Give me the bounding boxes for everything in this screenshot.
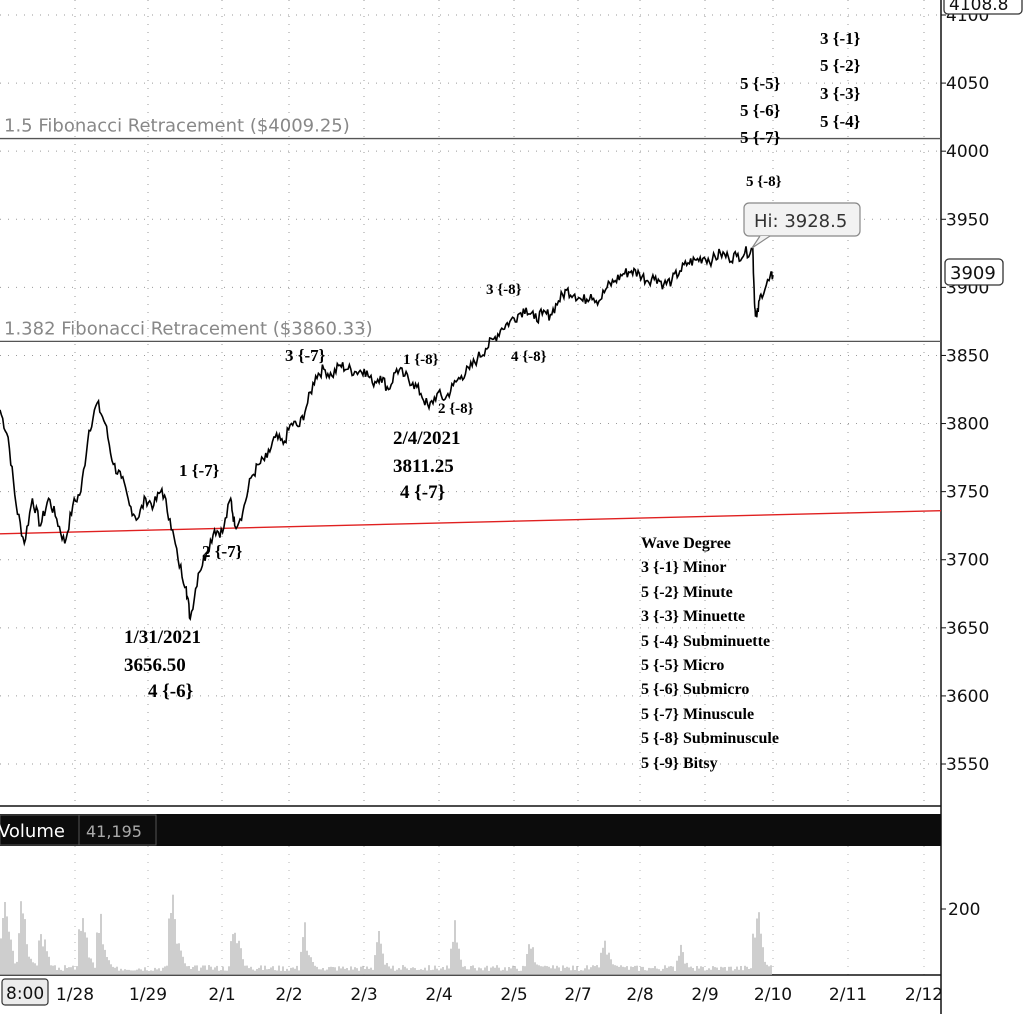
volume-panel: Volume 41,195 200: [0, 814, 980, 976]
anno-right-top-2: 5 {-2}: [820, 56, 861, 75]
plot-area: [0, 0, 941, 806]
anno-wave-1-8: 1 {-8}: [403, 352, 439, 368]
date-tick-3: 2/1: [208, 985, 235, 1005]
date-tick-2: 1/29: [129, 985, 167, 1005]
volume-bars: [0, 894, 772, 975]
date-tick-5: 2/3: [350, 985, 377, 1005]
fib-label-1.5: 1.5 Fibonacci Retracement ($4009.25): [4, 116, 350, 137]
anno-wave-4-8: 4 {-8}: [511, 349, 547, 365]
legend-item-7: 5 {-7} Minuscule: [641, 706, 754, 723]
anno-wave-3-8: 3 {-8}: [486, 282, 522, 298]
price-tick-3550: 3550: [946, 755, 989, 775]
anno-wave-2-8: 2 {-8}: [438, 401, 474, 417]
date-tick-0: 8:00: [6, 984, 44, 1004]
anno-date-1-31: 1/31/2021: [124, 627, 201, 648]
anno-right-top-4: 5 {-4}: [820, 112, 861, 131]
high-callout: Hi: 3928.5: [743, 202, 861, 249]
wave-degree-legend: Wave Degree 3 {-1} Minor 5 {-2} Minute 3…: [641, 535, 779, 772]
date-tick-6: 2/4: [425, 985, 452, 1005]
price-tick-3650: 3650: [946, 619, 989, 639]
legend-item-3: 3 {-3} Minuette: [641, 608, 745, 625]
grid: [0, 0, 941, 975]
anno-wave-3-7: 3 {-7}: [285, 346, 326, 365]
time-tag-box: [1, 978, 49, 1006]
date-tick-12: 2/11: [829, 985, 867, 1005]
price-tick-4050: 4050: [946, 74, 989, 94]
date-tick-13: 2/12: [905, 985, 943, 1005]
last-price-text: 3909: [950, 263, 996, 284]
date-axis: 8:00 1/28 1/29 2/1 2/2 2/3 2/4 2/5 2/7 2/8 2/9 2/10…: [1, 978, 943, 1006]
volume-header: [0, 814, 941, 846]
volume-tick-200: 200: [948, 900, 980, 920]
volume-label: Volume: [0, 821, 65, 842]
anno-right-top-1: 3 {-1}: [820, 29, 861, 48]
price-series-line: [0, 246, 774, 622]
price-tick-4000: 4000: [946, 142, 989, 162]
anno-date-2-4: 2/4/2021: [393, 428, 461, 449]
date-tick-7: 2/5: [500, 985, 527, 1005]
wave-annotations: 3 {-1} 5 {-2} 3 {-3} 5 {-4} 5 {-5} 5 {-6…: [124, 29, 861, 702]
anno-right-low: 5 {-8}: [746, 174, 782, 190]
legend-title: Wave Degree: [641, 535, 731, 552]
anno-price-1-31: 3656.50: [124, 655, 186, 676]
high-callout-text: Hi: 3928.5: [754, 211, 847, 232]
top-price-tag: 4108.8: [943, 0, 1023, 15]
legend-item-4: 5 {-4} Subminuette: [641, 633, 770, 650]
anno-right-mid-3: 5 {-7}: [740, 128, 781, 147]
price-tick-3750: 3750: [946, 483, 989, 503]
date-tick-1: 1/28: [56, 985, 94, 1005]
anno-right-mid-1: 5 {-5}: [740, 74, 781, 93]
price-tick-3700: 3700: [946, 551, 989, 571]
legend-item-8: 5 {-8} Subminuscule: [641, 730, 779, 747]
date-tick-4: 2/2: [275, 985, 302, 1005]
volume-label-box: [0, 814, 157, 846]
price-tick-3950: 3950: [946, 210, 989, 230]
anno-wave-1-7: 1 {-7}: [179, 461, 220, 480]
fibonacci-lines: 1.5 Fibonacci Retracement ($4009.25) 1.3…: [0, 116, 941, 343]
anno-price-2-4: 3811.25: [393, 456, 454, 477]
volume-value: 41,195: [86, 822, 142, 841]
price-axis: 3550360036503700375038003850390039504000…: [941, 6, 989, 775]
anno-right-mid-2: 5 {-6}: [740, 101, 781, 120]
date-tick-11: 2/10: [754, 985, 792, 1005]
price-tick-3800: 3800: [946, 415, 989, 435]
legend-item-6: 5 {-6} Submicro: [641, 681, 749, 698]
anno-wave-2-7: 2 {-7}: [202, 542, 243, 561]
fib-label-1.382: 1.382 Fibonacci Retracement ($3860.33): [4, 318, 373, 339]
last-price-tag: 3909: [944, 258, 1004, 286]
trend-line: [0, 510, 942, 535]
legend-item-9: 5 {-9} Bitsy: [641, 755, 718, 772]
price-tick-3850: 3850: [946, 346, 989, 366]
anno-wave-4-7: 4 {-7}: [400, 482, 445, 503]
date-tick-9: 2/8: [626, 985, 653, 1005]
legend-item-2: 5 {-2} Minute: [641, 584, 733, 601]
date-tick-10: 2/9: [691, 985, 718, 1005]
price-tick-3600: 3600: [946, 687, 989, 707]
anno-wave-4-6: 4 {-6}: [148, 681, 193, 702]
anno-right-top-3: 3 {-3}: [820, 84, 861, 103]
top-price-tag-text: 4108.8: [949, 0, 1008, 15]
legend-item-5: 5 {-5} Micro: [641, 657, 724, 674]
date-tick-8: 2/7: [564, 985, 591, 1005]
legend-item-1: 3 {-1} Minor: [641, 559, 726, 576]
